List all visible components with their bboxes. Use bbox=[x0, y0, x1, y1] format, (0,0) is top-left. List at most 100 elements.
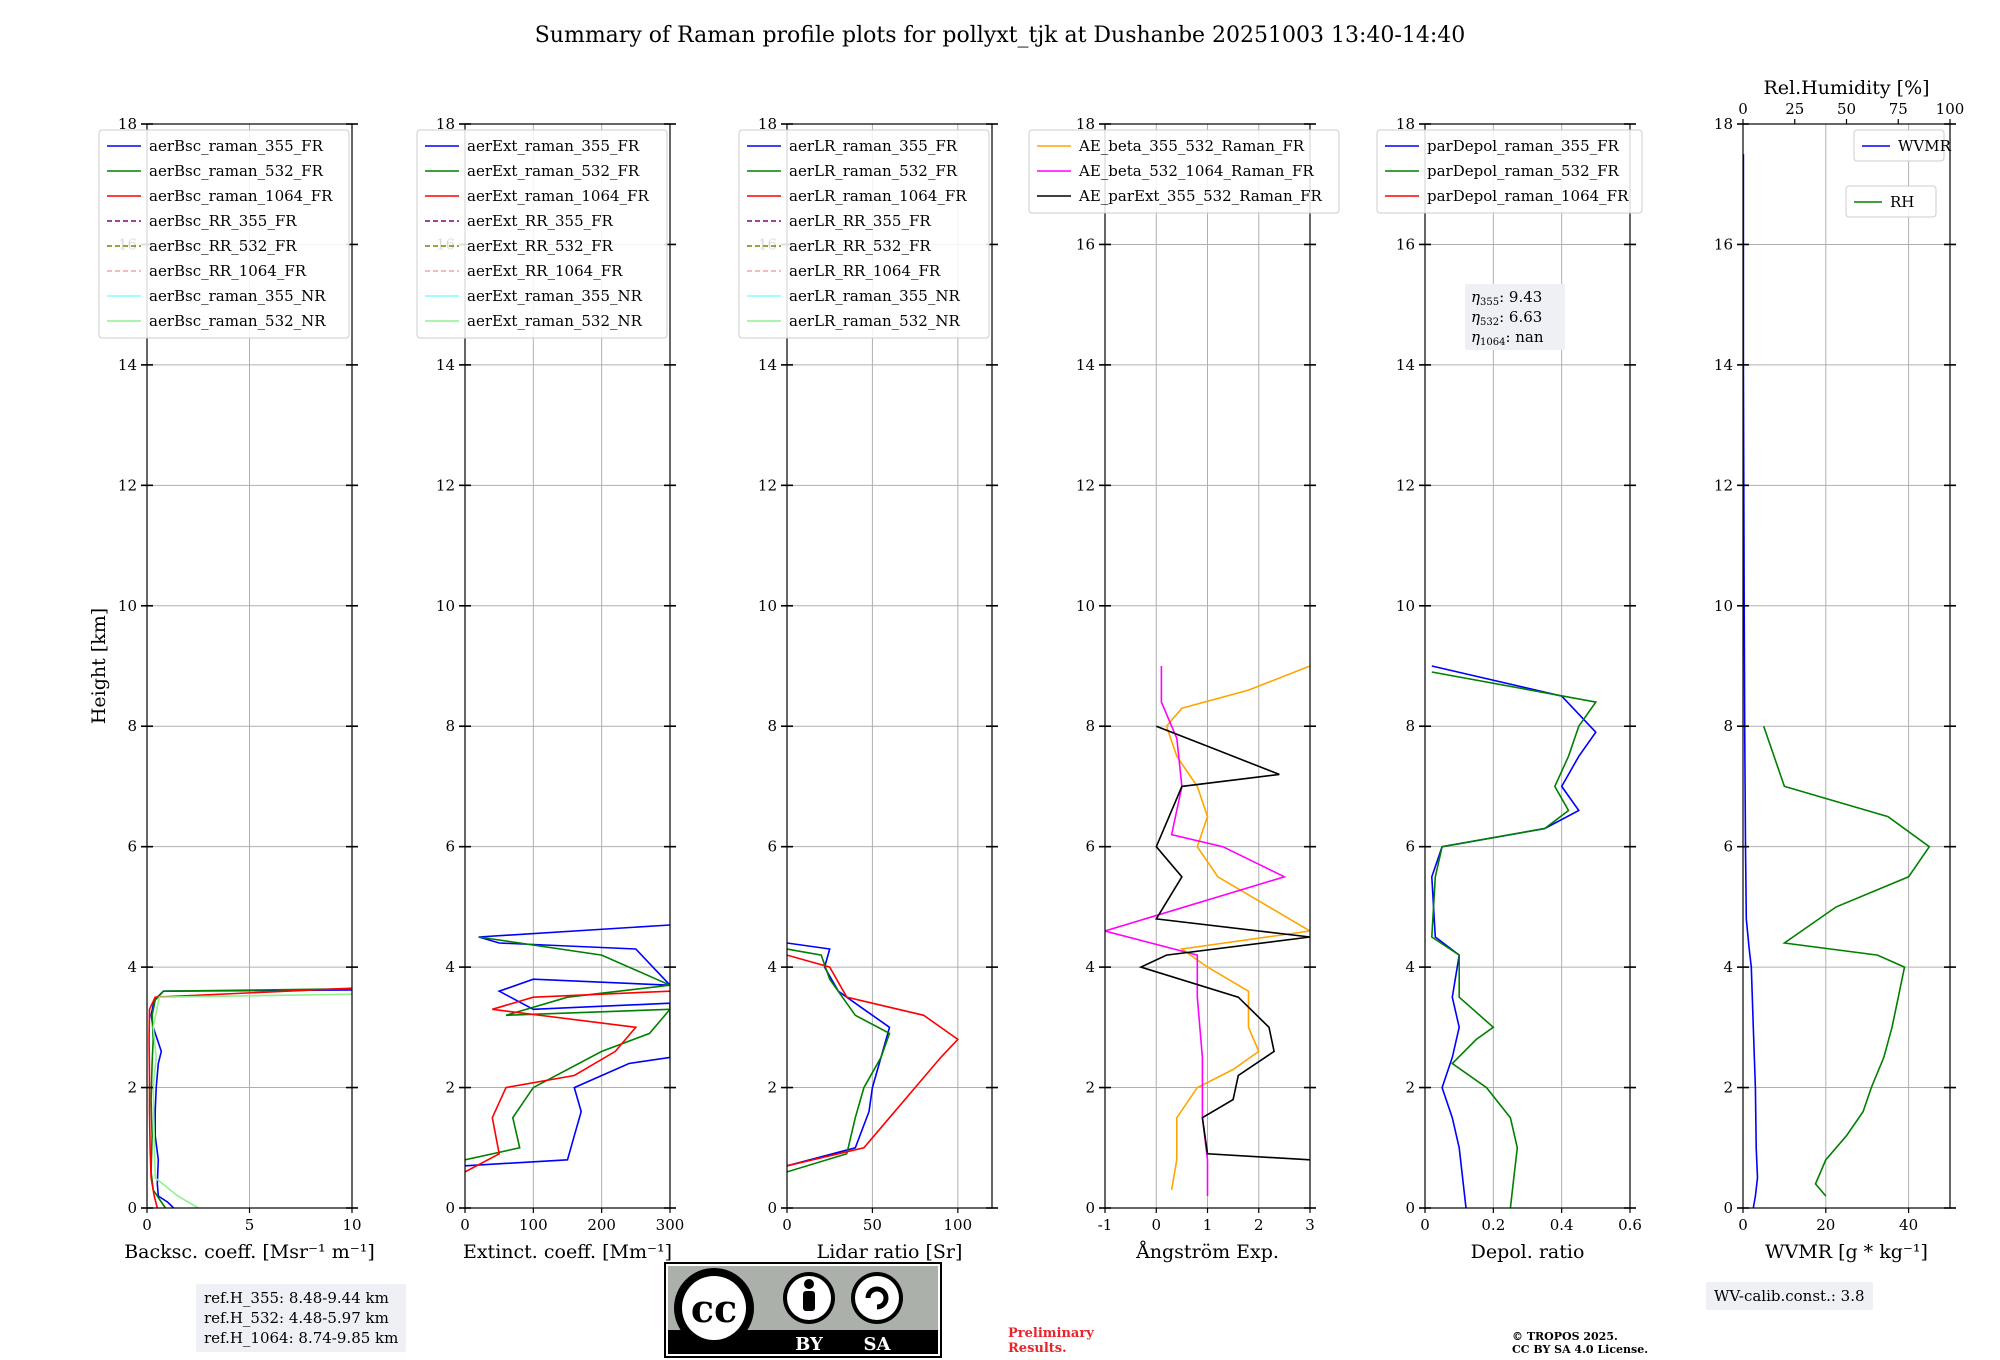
x-tick-label: 0 bbox=[782, 1216, 792, 1234]
y-tick-label: 14 bbox=[118, 356, 137, 374]
legend-label: aerBsc_RR_355_FR bbox=[149, 212, 297, 230]
y-tick-label: 6 bbox=[767, 838, 777, 856]
copyright-line-2: CC BY SA 4.0 License. bbox=[1512, 1343, 1649, 1356]
legend-label: aerLR_RR_355_FR bbox=[789, 212, 931, 230]
x-axis-label: WVMR [g * kg⁻¹] bbox=[1765, 1241, 1928, 1263]
y-tick-label: 14 bbox=[1396, 356, 1415, 374]
legend: parDepol_raman_355_FR parDepol_raman_532_… bbox=[1376, 129, 1643, 214]
x-tick-label: 100 bbox=[519, 1216, 548, 1234]
series-line-aerExt_raman_1064_FR bbox=[465, 990, 670, 1173]
sa-arrow-icon bbox=[865, 1286, 889, 1310]
copyright-line-1: © TROPOS 2025. bbox=[1512, 1330, 1618, 1343]
legend-label: AE_parExt_355_532_Raman_FR bbox=[1078, 187, 1323, 205]
series-line-aerBsc_raman_532_FR bbox=[150, 988, 352, 1208]
y-tick-label: 8 bbox=[445, 717, 455, 735]
y-tick-label: 10 bbox=[758, 597, 777, 615]
x-tick-label: -1 bbox=[1098, 1216, 1113, 1234]
y-tick-label: 16 bbox=[1714, 235, 1733, 253]
x-tick-label: 10 bbox=[342, 1216, 361, 1234]
legend-box bbox=[1028, 129, 1340, 214]
x-tick-label: 5 bbox=[245, 1216, 255, 1234]
axes-frame bbox=[1424, 123, 1631, 1209]
legend-label: AE_beta_532_1064_Raman_FR bbox=[1078, 162, 1314, 180]
y-tick-label: 6 bbox=[127, 838, 137, 856]
eta-annotation: η1064: nan bbox=[1471, 328, 1544, 348]
x-tick-label: 300 bbox=[656, 1216, 685, 1234]
series-line-aerBsc_raman_355_FR bbox=[150, 989, 352, 1208]
y-tick-label: 10 bbox=[1076, 597, 1095, 615]
eta-box bbox=[1465, 284, 1565, 350]
eta-subscript: 532 bbox=[1480, 317, 1499, 328]
series-line-aerExt_raman_355_FR bbox=[465, 924, 670, 1167]
top-tick-label: 0 bbox=[1738, 100, 1748, 118]
legend-label: aerExt_raman_532_FR bbox=[467, 162, 640, 180]
y-tick-label: 2 bbox=[1723, 1079, 1733, 1097]
sa-label: SA bbox=[864, 1334, 892, 1355]
series-line-aerLR_raman_355_FR bbox=[787, 942, 891, 1167]
y-tick-label: 14 bbox=[1076, 356, 1095, 374]
wv-calib-box: WV-calib.const.: 3.8 bbox=[1706, 1282, 1873, 1310]
y-tick-label: 14 bbox=[436, 356, 455, 374]
x-axis-label: Lidar ratio [Sr] bbox=[817, 1241, 963, 1263]
y-tick-label: 10 bbox=[118, 597, 137, 615]
y-tick-label: 4 bbox=[445, 958, 455, 976]
series-line-aerBsc_raman_532_NR bbox=[152, 993, 352, 1208]
y-tick-label: 0 bbox=[767, 1199, 777, 1217]
panel-lr: 024681012141618050100Lidar ratio [Sr]aer… bbox=[738, 115, 998, 1263]
x-tick-label: 0 bbox=[460, 1216, 470, 1234]
y-tick-label: 12 bbox=[1714, 476, 1733, 494]
eta-subscript: 355 bbox=[1480, 297, 1499, 308]
x-tick-label: 0 bbox=[1151, 1216, 1161, 1234]
y-tick-label: 16 bbox=[1396, 235, 1415, 253]
legend-box bbox=[416, 129, 668, 339]
x-tick-label: 200 bbox=[587, 1216, 616, 1234]
eta-annotation: η355: 9.43 bbox=[1471, 288, 1542, 308]
preliminary-line-1: Preliminary bbox=[1008, 1326, 1094, 1341]
y-tick-label: 6 bbox=[1405, 838, 1415, 856]
legend-label: aerBsc_raman_532_NR bbox=[149, 312, 326, 330]
legend: WVMR RH bbox=[1845, 129, 1952, 218]
y-tick-label: 12 bbox=[1076, 476, 1095, 494]
x-tick-label: 1 bbox=[1203, 1216, 1213, 1234]
y-tick-label: 0 bbox=[445, 1199, 455, 1217]
y-tick-label: 2 bbox=[127, 1079, 137, 1097]
y-tick-label: 0 bbox=[1405, 1199, 1415, 1217]
eta-value: : 6.63 bbox=[1499, 308, 1542, 326]
y-tick-label: 12 bbox=[118, 476, 137, 494]
series-line-aerExt_raman_532_FR bbox=[465, 936, 670, 1161]
legend-box bbox=[1845, 185, 1937, 218]
legend-label: aerLR_RR_1064_FR bbox=[789, 262, 941, 280]
series-group bbox=[465, 924, 670, 1173]
y-tick-label: 6 bbox=[1085, 838, 1095, 856]
top-axis-label: Rel.Humidity [%] bbox=[1763, 77, 1929, 99]
axes-frame bbox=[1742, 123, 1951, 1209]
legend-label: aerLR_raman_532_FR bbox=[789, 162, 958, 180]
y-tick-label: 6 bbox=[445, 838, 455, 856]
series-group bbox=[1105, 665, 1310, 1196]
x-tick-label: 40 bbox=[1899, 1216, 1918, 1234]
x-axis-label: Extinct. coeff. [Mm⁻¹] bbox=[463, 1241, 672, 1263]
top-tick-label: 25 bbox=[1785, 100, 1804, 118]
by-person-body-icon bbox=[803, 1291, 815, 1311]
legend-label: AE_beta_355_532_Raman_FR bbox=[1078, 137, 1305, 155]
series-group bbox=[1430, 665, 1598, 1208]
y-tick-label: 4 bbox=[767, 958, 777, 976]
series-line-parDepol_raman_532_FR bbox=[1430, 671, 1598, 1208]
x-tick-label: 0 bbox=[142, 1216, 152, 1234]
legend: aerLR_raman_355_FR aerLR_raman_532_FR aerL… bbox=[738, 129, 990, 339]
y-tick-label: 8 bbox=[767, 717, 777, 735]
y-tick-label: 18 bbox=[1076, 115, 1095, 133]
y-tick-label: 2 bbox=[1085, 1079, 1095, 1097]
ref-height-1064: ref.H_1064: 8.74-9.85 km bbox=[204, 1329, 399, 1347]
axes-frame bbox=[464, 123, 671, 1209]
legend-label: aerExt_raman_532_NR bbox=[467, 312, 643, 330]
y-tick-label: 12 bbox=[1396, 476, 1415, 494]
series-line-aerBsc_raman_1064_FR bbox=[148, 987, 352, 1208]
legend: aerExt_raman_355_FR aerExt_raman_532_FRae… bbox=[416, 129, 668, 339]
eta-value: : 9.43 bbox=[1499, 288, 1542, 306]
y-tick-label: 4 bbox=[127, 958, 137, 976]
eta-symbol: η bbox=[1471, 308, 1480, 326]
preliminary-line-2: Results. bbox=[1008, 1341, 1067, 1356]
y-tick-label: 8 bbox=[127, 717, 137, 735]
